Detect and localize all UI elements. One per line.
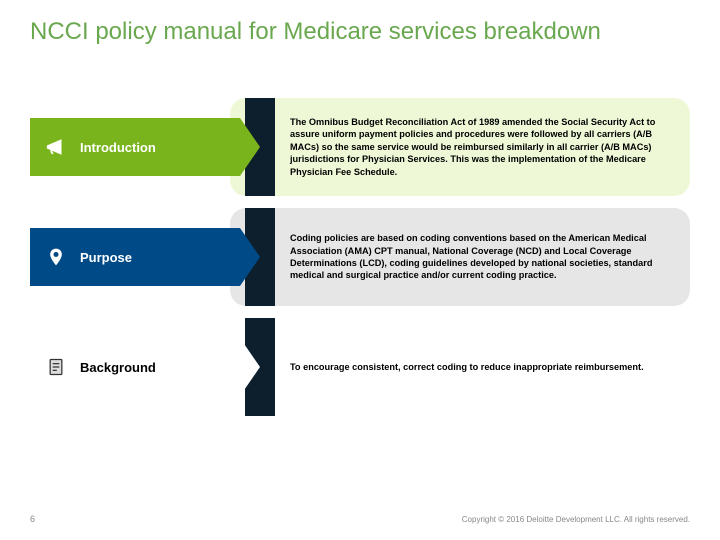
row-purpose: Coding policies are based on coding conv…: [30, 208, 690, 306]
purpose-content-text: Coding policies are based on coding conv…: [290, 232, 672, 282]
pin-icon: [36, 246, 76, 268]
doc-icon: [36, 356, 76, 378]
background-label-arrow: Background: [30, 338, 260, 396]
intro-label-text: Introduction: [80, 140, 156, 155]
purpose-content-box: Coding policies are based on coding conv…: [230, 208, 690, 306]
intro-content-box: The Omnibus Budget Reconciliation Act of…: [230, 98, 690, 196]
breakdown-diagram: The Omnibus Budget Reconciliation Act of…: [30, 98, 690, 428]
page-number: 6: [30, 514, 35, 524]
purpose-label-arrow: Purpose: [30, 228, 260, 286]
background-label-text: Background: [80, 360, 156, 375]
page-title: NCCI policy manual for Medicare services…: [30, 18, 630, 47]
row-background: To encourage consistent, correct coding …: [30, 318, 690, 416]
purpose-label-text: Purpose: [80, 250, 132, 265]
background-content-box: To encourage consistent, correct coding …: [230, 318, 690, 416]
title-text: NCCI policy manual for Medicare services…: [30, 18, 601, 45]
background-content-text: To encourage consistent, correct coding …: [290, 361, 644, 373]
megaphone-icon: [36, 136, 76, 158]
intro-label-arrow: Introduction: [30, 118, 260, 176]
intro-content-text: The Omnibus Budget Reconciliation Act of…: [290, 116, 672, 178]
copyright-text: Copyright © 2016 Deloitte Development LL…: [462, 515, 690, 524]
row-introduction: The Omnibus Budget Reconciliation Act of…: [30, 98, 690, 196]
